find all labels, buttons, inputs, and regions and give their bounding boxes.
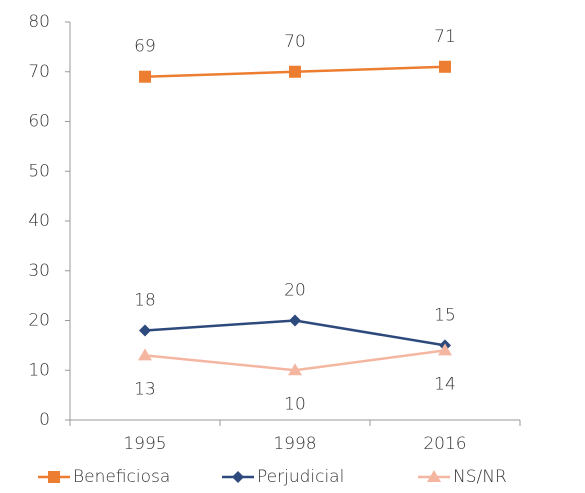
y-tick-label: 60: [28, 112, 50, 132]
x-tick-label: 1998: [273, 434, 316, 454]
y-tick-label: 70: [28, 62, 50, 82]
marker: [232, 471, 244, 483]
marker: [439, 60, 451, 73]
legend-label: Beneficiosa: [73, 467, 170, 487]
data-label: 69: [134, 37, 156, 57]
marker: [288, 363, 302, 376]
marker: [427, 470, 441, 482]
y-tick-label: 30: [28, 261, 50, 281]
data-label: 13: [134, 379, 156, 399]
data-label: 14: [434, 374, 456, 394]
data-label: 71: [434, 27, 456, 47]
legend-label: Perjudicial: [257, 467, 344, 487]
x-tick-label: 2016: [423, 434, 466, 454]
data-label: 20: [284, 281, 306, 301]
marker: [138, 348, 152, 361]
x-tick-label: 1995: [123, 434, 166, 454]
y-tick-label: 20: [28, 311, 50, 331]
legend-label: NS/NR: [453, 467, 507, 487]
marker: [139, 324, 151, 337]
marker: [289, 314, 301, 327]
data-label: 70: [284, 32, 306, 52]
marker: [289, 65, 301, 78]
marker: [48, 471, 60, 483]
y-tick-label: 50: [28, 161, 50, 181]
y-tick-label: 40: [28, 211, 50, 231]
y-tick-label: 0: [39, 410, 50, 430]
data-label: 10: [284, 394, 306, 414]
marker: [139, 70, 151, 83]
marker: [438, 343, 452, 356]
y-tick-label: 80: [28, 12, 50, 32]
data-label: 15: [434, 305, 456, 325]
y-tick-label: 10: [28, 360, 50, 380]
data-label: 18: [134, 290, 156, 310]
